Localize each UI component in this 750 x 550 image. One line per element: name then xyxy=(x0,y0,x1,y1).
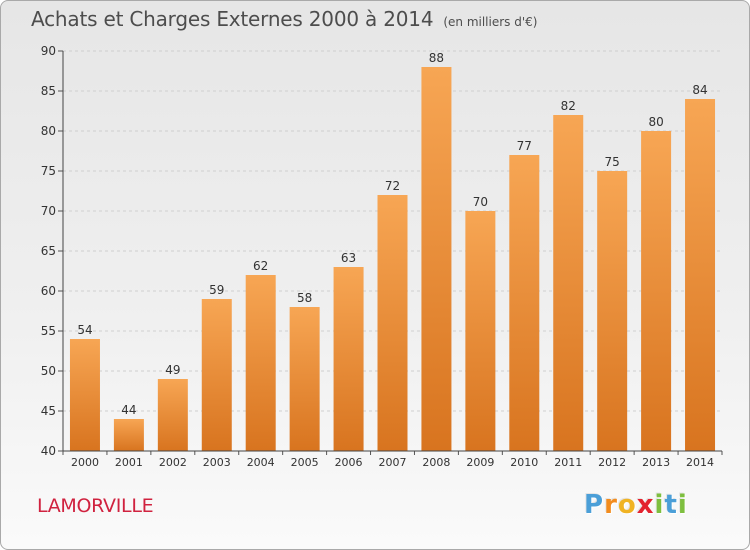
y-tick-label: 80 xyxy=(41,124,56,138)
chart-subtitle: (en milliers d'€) xyxy=(443,15,538,29)
data-label: 70 xyxy=(473,195,488,209)
commune-name: LAMORVILLE xyxy=(37,495,154,517)
data-label: 88 xyxy=(429,51,444,65)
bar-2013 xyxy=(641,131,672,451)
bar-2005 xyxy=(289,307,320,451)
logo-letter: i xyxy=(677,490,688,520)
bar-2009 xyxy=(465,211,496,451)
logo-letter: i xyxy=(654,490,665,520)
x-tick-label: 2009 xyxy=(466,456,494,469)
bar-2014 xyxy=(685,99,716,451)
logo-letter: x xyxy=(636,490,655,520)
x-tick-label: 2012 xyxy=(598,456,626,469)
bar-2006 xyxy=(333,267,364,451)
chart-title-main: Achats et Charges Externes 2000 à 2014 xyxy=(31,7,434,31)
y-tick-label: 50 xyxy=(41,364,56,378)
bar-2001 xyxy=(113,419,144,451)
bar-2012 xyxy=(597,171,628,451)
x-tick-label: 2004 xyxy=(247,456,275,469)
data-label: 54 xyxy=(77,323,92,337)
data-label: 62 xyxy=(253,259,268,273)
data-labels: 54 44 49 59 62 58 63 72 88 70 77 82 75 80 84 xyxy=(77,51,707,417)
data-label: 72 xyxy=(385,179,400,193)
x-tick-label: 2002 xyxy=(159,456,187,469)
proxiti-logo[interactable]: Proxiti xyxy=(584,490,688,520)
bar-2002 xyxy=(157,379,188,451)
y-tick-label: 70 xyxy=(41,204,56,218)
axes: 40 45 50 55 60 65 70 75 80 85 90 2000 2001 2002 2003 20… xyxy=(41,44,723,469)
logo-letter: t xyxy=(664,490,678,520)
bar-2000 xyxy=(69,339,100,451)
x-tick-label: 2014 xyxy=(686,456,714,469)
x-tick-label: 2007 xyxy=(379,456,407,469)
x-tick-label: 2011 xyxy=(554,456,582,469)
y-tick-label: 85 xyxy=(41,84,56,98)
logo-letter: o xyxy=(617,490,637,520)
x-tick-label: 2006 xyxy=(335,456,363,469)
x-tick-label: 2010 xyxy=(510,456,538,469)
x-tick-label: 2000 xyxy=(71,456,99,469)
bar-2004 xyxy=(245,275,276,451)
y-tick-label: 75 xyxy=(41,164,56,178)
data-label: 84 xyxy=(692,83,707,97)
bar-2008 xyxy=(421,67,452,451)
x-tick-label: 2003 xyxy=(203,456,231,469)
chart-title: Achats et Charges Externes 2000 à 2014 (e… xyxy=(31,7,537,31)
data-label: 63 xyxy=(341,251,356,265)
data-label: 80 xyxy=(648,115,663,129)
logo-letter: r xyxy=(604,490,618,520)
logo-letter: P xyxy=(584,490,605,520)
x-tick-label: 2013 xyxy=(642,456,670,469)
y-tick-label: 55 xyxy=(41,324,56,338)
y-tick-label: 45 xyxy=(41,404,56,418)
data-label: 77 xyxy=(517,139,532,153)
bar-2007 xyxy=(377,195,408,451)
bars xyxy=(69,67,716,451)
x-tick-label: 2005 xyxy=(291,456,319,469)
y-tick-label: 40 xyxy=(41,444,56,458)
y-tick-label: 60 xyxy=(41,284,56,298)
bar-2003 xyxy=(201,299,232,451)
data-label: 58 xyxy=(297,291,312,305)
y-tick-label: 65 xyxy=(41,244,56,258)
x-tick-label: 2008 xyxy=(422,456,450,469)
data-label: 49 xyxy=(165,363,180,377)
bar-2010 xyxy=(509,155,540,451)
data-label: 44 xyxy=(121,403,136,417)
data-label: 59 xyxy=(209,283,224,297)
bar-2011 xyxy=(553,115,584,451)
x-tick-label: 2001 xyxy=(115,456,143,469)
y-tick-label: 90 xyxy=(41,44,56,58)
data-label: 82 xyxy=(561,99,576,113)
data-label: 75 xyxy=(605,155,620,169)
